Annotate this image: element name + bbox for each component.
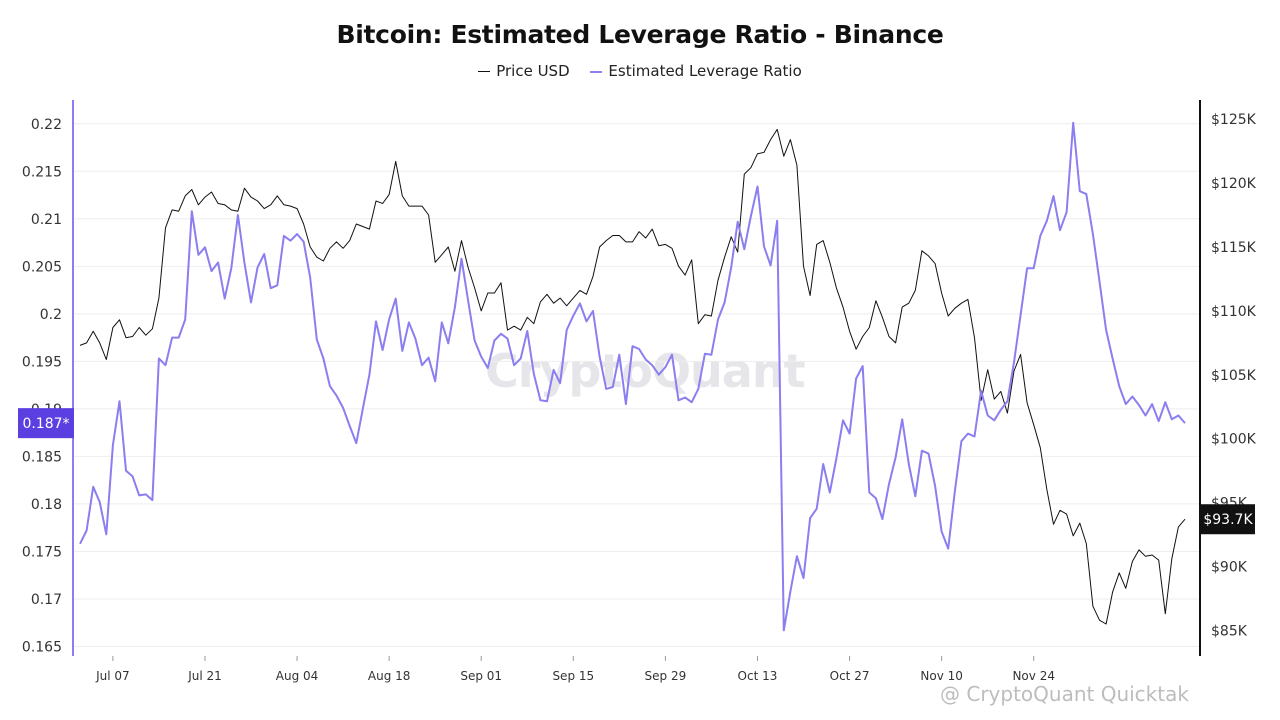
left-tick-label: 0.195: [22, 354, 62, 370]
right-tick-label: $115K: [1211, 240, 1257, 256]
right-tick-label: $85K: [1211, 623, 1248, 639]
left-tick-label: 0.22: [31, 117, 62, 133]
left-value-marker-label: 0.187*: [22, 416, 69, 432]
x-tick-label: Jul 21: [187, 669, 222, 683]
left-tick-label: 0.18: [31, 497, 62, 513]
left-tick-label: 0.175: [22, 544, 62, 560]
left-tick-label: 0.205: [22, 259, 62, 275]
x-tick-label: Oct 27: [830, 669, 870, 683]
left-tick-label: 0.165: [22, 639, 62, 655]
left-value-marker: [18, 408, 74, 439]
right-tick-label: $120K: [1211, 176, 1257, 192]
left-tick-label: 0.215: [22, 164, 62, 180]
x-tick-label: Sep 01: [460, 669, 502, 683]
x-tick-label: Sep 29: [645, 669, 687, 683]
x-tick-label: Aug 04: [276, 669, 319, 683]
left-tick-label: 0.21: [31, 212, 62, 228]
x-tick-label: Nov 10: [920, 669, 963, 683]
credit-text: @ CryptoQuant Quicktak: [940, 682, 1189, 706]
chart-title: Bitcoin: Estimated Leverage Ratio - Bina…: [336, 20, 944, 49]
series-line-price-usd: [79, 128, 1186, 625]
chart-legend: Price USD Estimated Leverage Ratio: [0, 62, 1280, 80]
series-line-estimated-leverage-ratio: [79, 121, 1186, 632]
right-tick-label: $105K: [1211, 368, 1257, 384]
right-tick-label: $125K: [1211, 112, 1257, 128]
x-tick-label: Oct 13: [738, 669, 778, 683]
right-value-marker: [1201, 504, 1255, 535]
legend-item-leverage[interactable]: Estimated Leverage Ratio: [590, 62, 802, 80]
right-value-marker-label: $93.7K: [1203, 512, 1253, 528]
left-tick-label: 0.2: [40, 307, 62, 323]
legend-swatch-leverage: [590, 70, 603, 73]
left-tick-label: 0.17: [31, 592, 62, 608]
legend-swatch-price: [478, 71, 491, 72]
right-tick-label: $100K: [1211, 432, 1257, 448]
right-tick-label: $90K: [1211, 560, 1248, 576]
x-tick-label: Nov 24: [1012, 669, 1055, 683]
left-tick-label: 0.185: [22, 449, 62, 465]
legend-item-price[interactable]: Price USD: [478, 62, 570, 80]
x-tick-label: Aug 18: [368, 669, 411, 683]
right-tick-label: $110K: [1211, 304, 1257, 320]
x-tick-label: Jul 07: [95, 669, 130, 683]
x-tick-label: Sep 15: [552, 669, 594, 683]
legend-label-price: Price USD: [496, 62, 570, 80]
legend-label-leverage: Estimated Leverage Ratio: [608, 62, 802, 80]
